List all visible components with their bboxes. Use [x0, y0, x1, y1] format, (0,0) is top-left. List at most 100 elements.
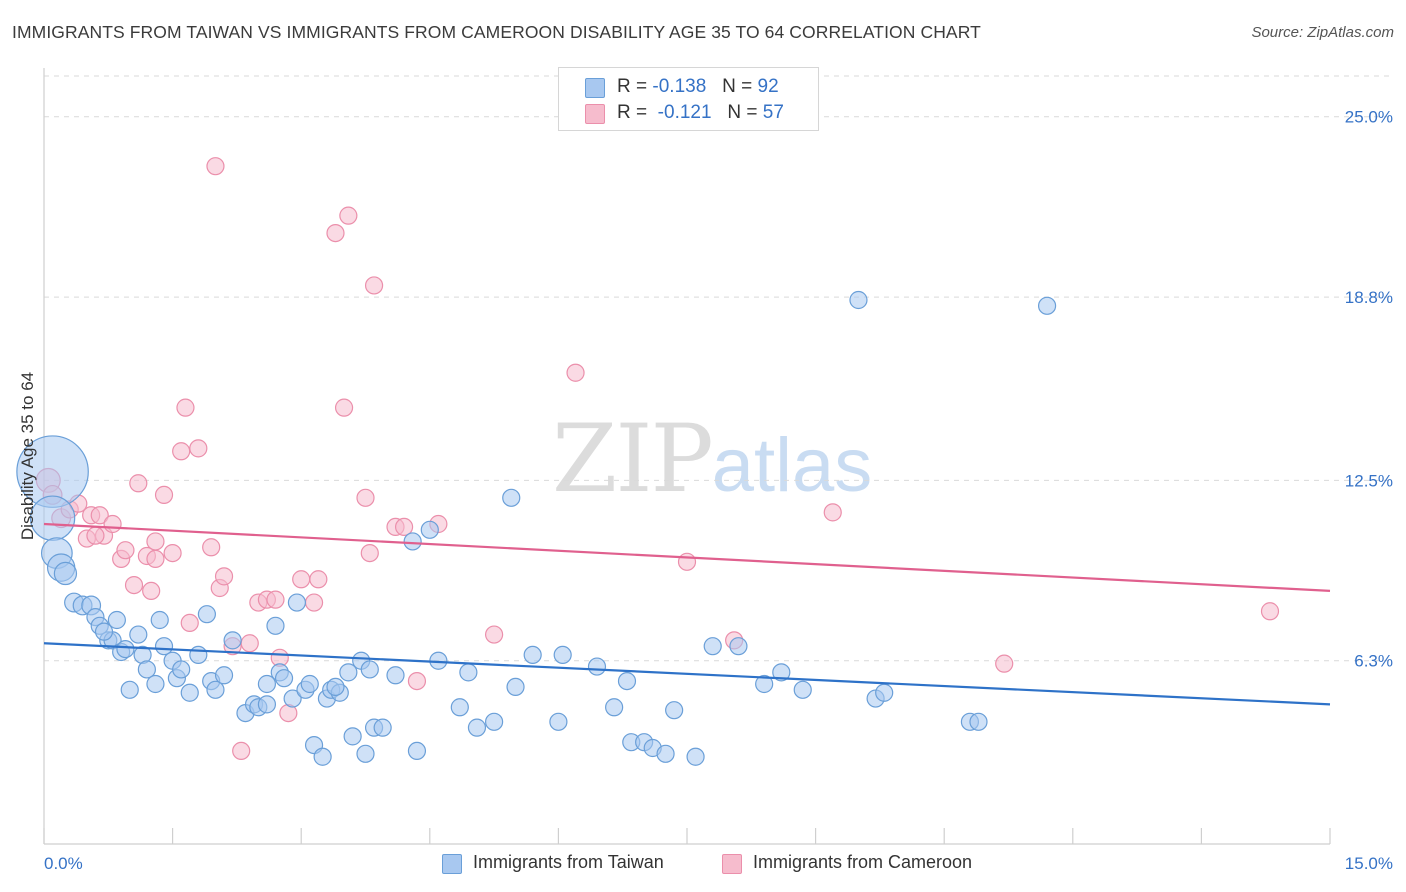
taiwan-point	[287, 593, 307, 612]
taiwan-point	[523, 645, 542, 665]
taiwan-point	[107, 610, 126, 630]
cameroon-point	[995, 654, 1014, 673]
taiwan-point	[386, 666, 405, 685]
taiwan-point	[189, 645, 208, 665]
cameroon-point	[86, 526, 105, 545]
taiwan-point	[549, 712, 568, 731]
cameroon-point	[180, 613, 199, 633]
y-axis-label: Disability Age 35 to 64	[18, 371, 37, 541]
cameroon-point	[1260, 602, 1280, 621]
taiwan-point	[120, 680, 139, 699]
cameroon-point	[103, 514, 122, 534]
taiwan-point	[969, 712, 988, 731]
cameroon-point	[334, 398, 354, 417]
cameroon-legend-label: Immigrants from Cameroon	[753, 852, 973, 872]
cameroon-point	[356, 488, 375, 507]
taiwan-point	[94, 622, 114, 641]
taiwan-swatch	[585, 78, 605, 98]
cameroon-legend-swatch	[722, 854, 742, 874]
y-tick-label: 25.0%	[1345, 108, 1393, 127]
taiwan-point	[266, 616, 285, 635]
taiwan-point	[313, 747, 332, 766]
cameroon-point	[240, 634, 259, 653]
cameroon-point	[394, 517, 414, 537]
cameroon-point	[677, 552, 697, 571]
cameroon-point	[176, 398, 195, 417]
taiwan-point	[116, 639, 135, 659]
taiwan-point	[129, 625, 148, 644]
correlation-legend: R = -0.138 N = 92 R = -0.121 N = 57	[558, 67, 819, 131]
taiwan-point	[665, 701, 684, 720]
taiwan-point	[656, 744, 675, 763]
taiwan-point	[257, 695, 277, 714]
taiwan-point	[617, 671, 637, 691]
taiwan-point	[326, 677, 345, 697]
y-tick-label: 6.3%	[1354, 652, 1393, 671]
cameroon-r-value: -0.121	[657, 102, 712, 123]
taiwan-point	[356, 744, 375, 763]
taiwan-point	[686, 747, 705, 766]
taiwan-point	[274, 669, 294, 688]
taiwan-point	[553, 645, 572, 665]
taiwan-point	[300, 674, 319, 694]
taiwan-legend-label: Immigrants from Taiwan	[473, 852, 664, 872]
cameroon-point	[292, 570, 311, 589]
cameroon-point	[202, 538, 221, 557]
taiwan-point	[283, 689, 302, 708]
taiwan-point	[360, 660, 379, 679]
taiwan-point	[587, 657, 607, 676]
taiwan-point	[197, 605, 216, 624]
taiwan-point	[373, 718, 392, 737]
chart-title: IMMIGRANTS FROM TAIWAN VS IMMIGRANTS FRO…	[12, 22, 981, 42]
taiwan-point	[343, 727, 362, 746]
taiwan-point	[793, 680, 812, 699]
taiwan-point	[403, 532, 422, 551]
cameroon-point	[129, 474, 148, 493]
taiwan-point	[53, 561, 78, 586]
taiwan-legend-swatch	[442, 854, 462, 874]
cameroon-point	[309, 570, 328, 589]
cameroon-point	[304, 593, 324, 612]
taiwan-point	[485, 712, 504, 731]
watermark: ZIPatlas	[552, 405, 873, 514]
taiwan-point	[467, 718, 487, 737]
cameroon-point	[232, 741, 251, 761]
cameroon-point	[339, 206, 358, 225]
taiwan-point	[180, 683, 199, 702]
taiwan-point	[703, 637, 722, 656]
taiwan-trend-line	[43, 642, 1331, 706]
cameroon-point	[364, 276, 384, 295]
cameroon-point	[326, 223, 345, 243]
cameroon-point	[90, 506, 109, 525]
cameroon-n-value: 57	[762, 102, 784, 123]
source-credit: Source: ZipAtlas.com	[1251, 24, 1394, 41]
y-tick-label: 18.8%	[1345, 288, 1393, 307]
taiwan-point	[1037, 296, 1057, 315]
cameroon-point	[172, 442, 191, 461]
taiwan-point	[506, 677, 525, 697]
cameroon-point	[485, 625, 504, 644]
x-tick-label: 0.0%	[44, 854, 83, 873]
cameroon-point	[407, 671, 427, 691]
taiwan-point	[605, 698, 624, 717]
cameroon-point	[189, 439, 208, 458]
cameroon-point	[146, 532, 165, 551]
taiwan-n-value: 92	[757, 76, 779, 97]
taiwan-point	[223, 631, 242, 650]
taiwan-point	[150, 610, 169, 630]
cameroon-point	[214, 567, 234, 586]
taiwan-point	[450, 698, 469, 717]
taiwan-point	[502, 488, 521, 507]
cameroon-trend-line	[43, 522, 1331, 593]
taiwan-point	[206, 680, 225, 699]
taiwan-point	[154, 637, 174, 656]
cameroon-point	[124, 575, 144, 595]
cameroon-point	[142, 581, 161, 601]
taiwan-point	[772, 663, 791, 682]
taiwan-point	[146, 674, 165, 694]
cameroon-swatch	[585, 104, 605, 124]
taiwan-point	[172, 660, 191, 679]
taiwan-point	[420, 520, 439, 539]
taiwan-point	[875, 683, 894, 702]
